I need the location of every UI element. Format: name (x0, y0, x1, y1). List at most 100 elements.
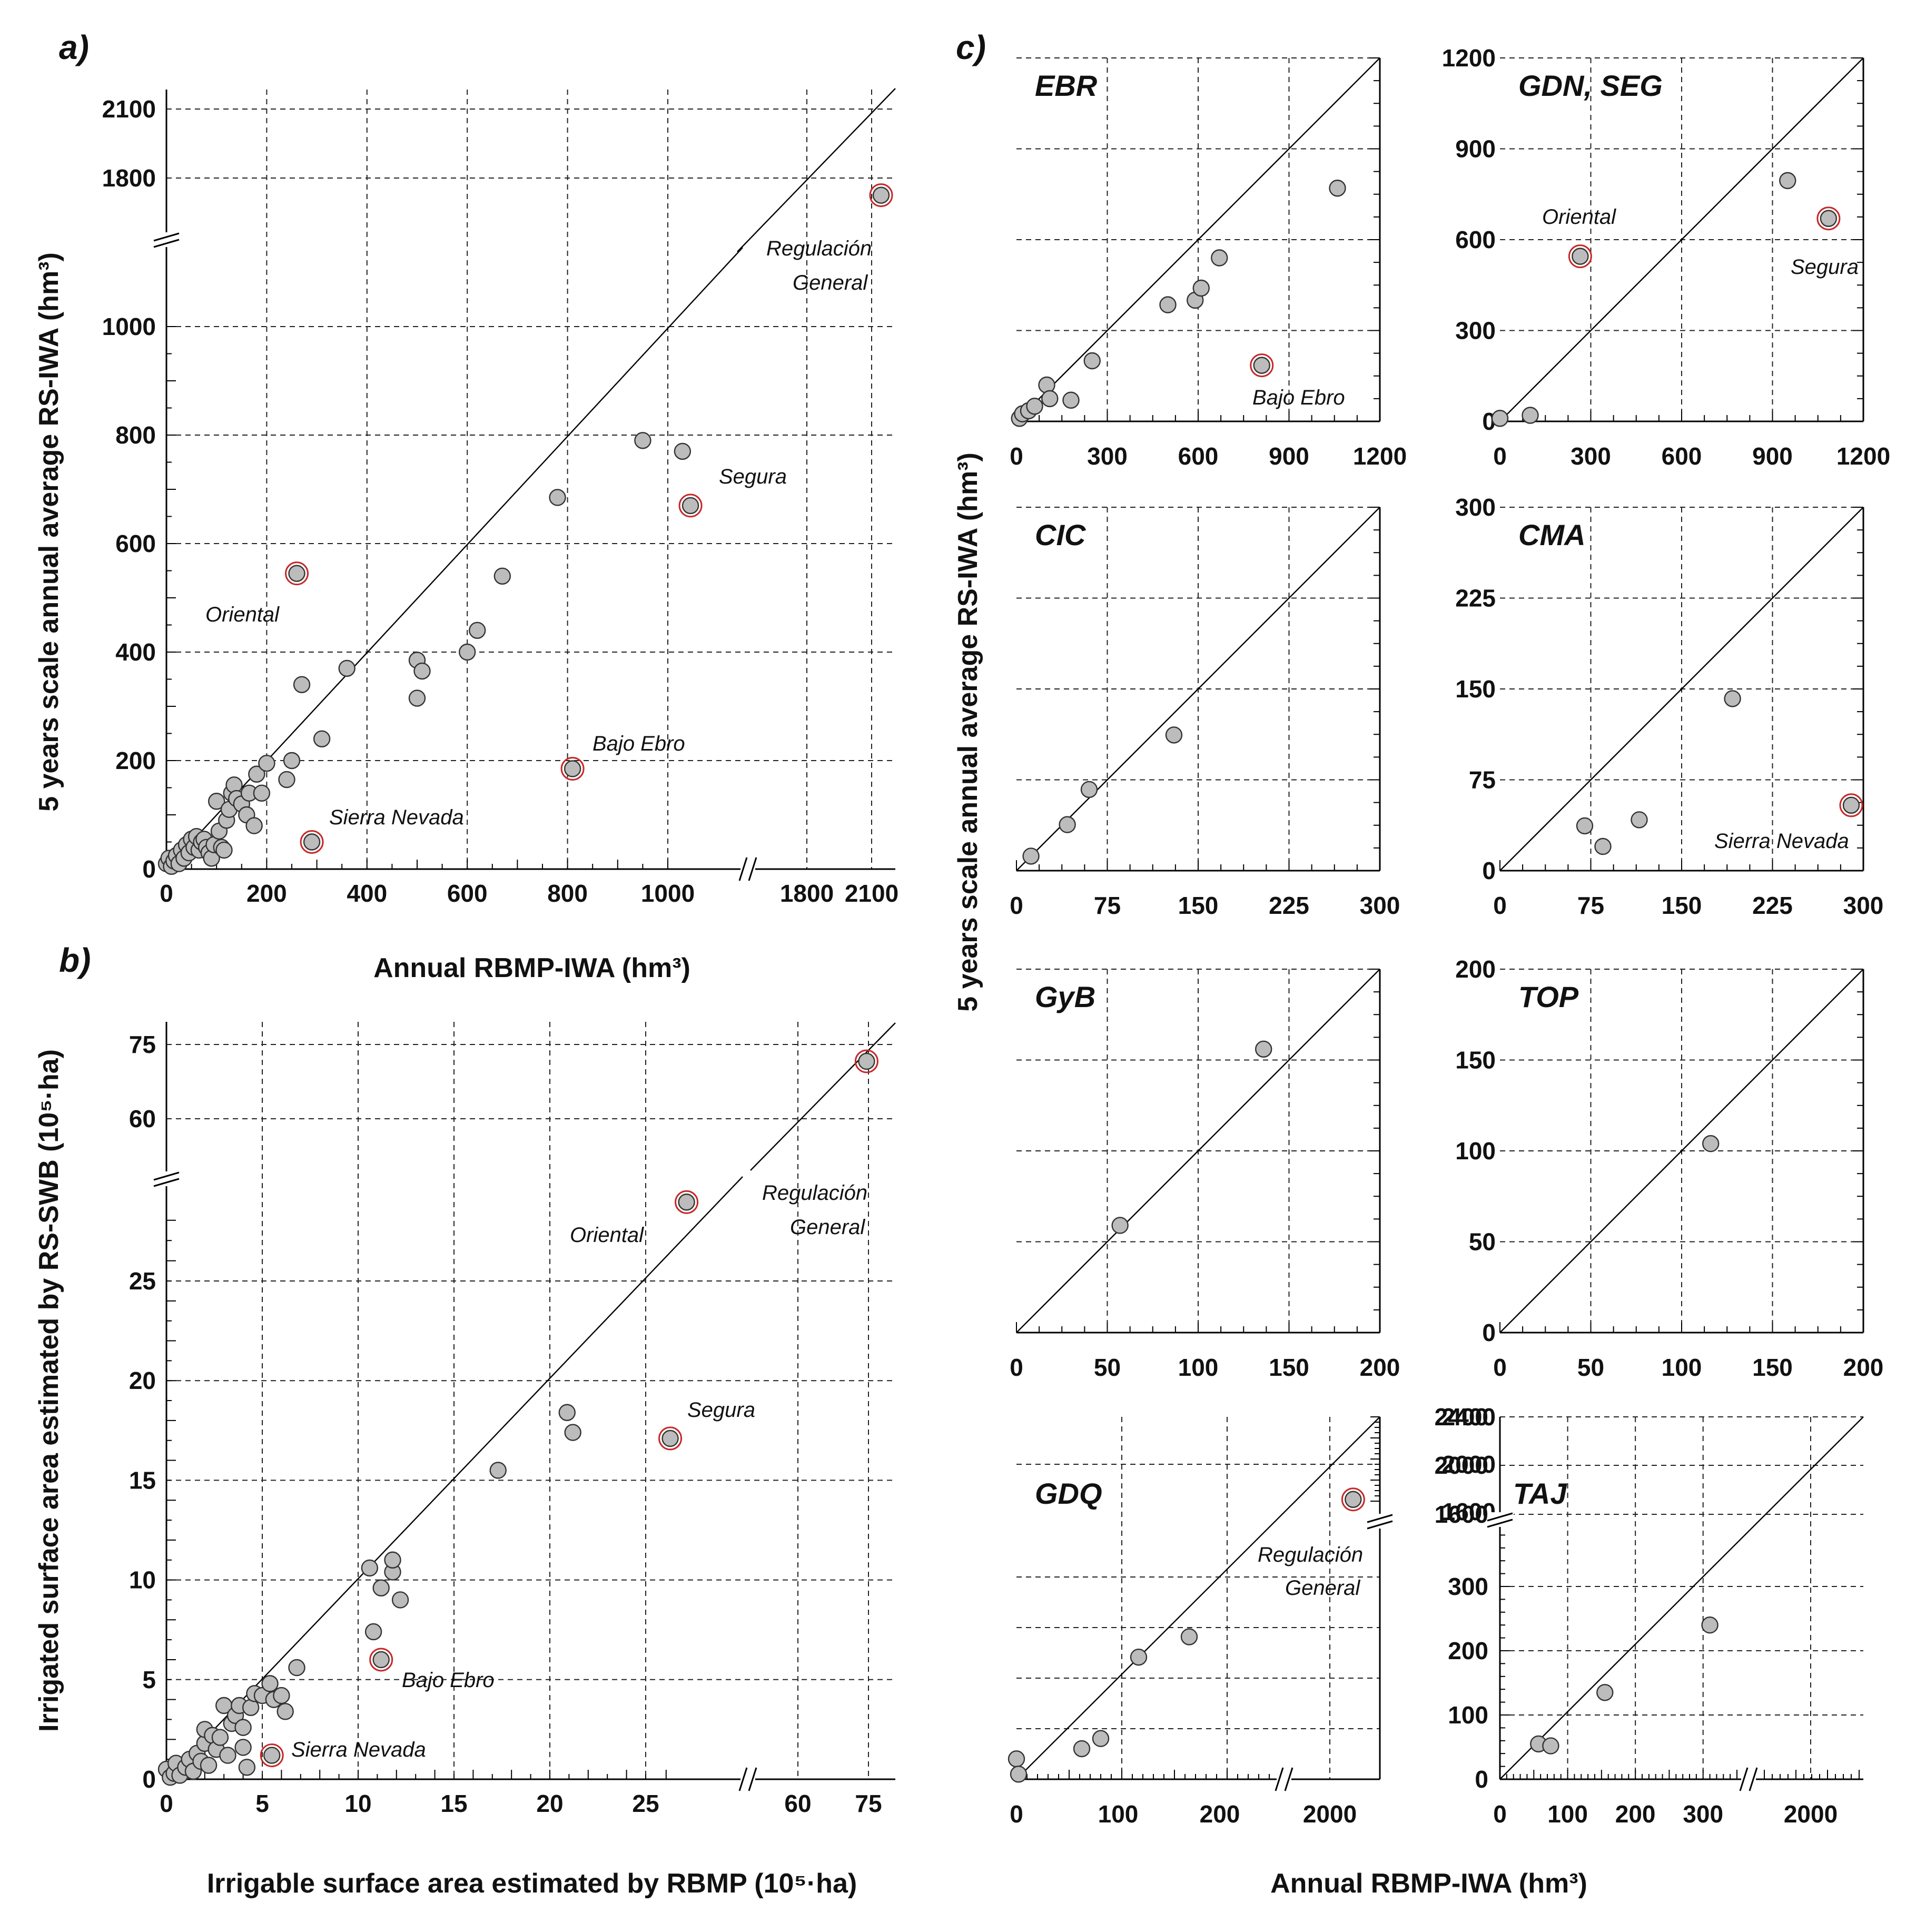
pc-cic-reference-line (1016, 507, 1380, 871)
pc-top: TOP 0 50 100 150 200 (1493, 969, 1883, 1381)
pc-gdq-point-5 (1130, 1648, 1148, 1666)
pa-x-tick-label-1800: 1800 (780, 880, 834, 907)
pc-ebr-highlight-bajo-ebro (1253, 357, 1270, 374)
annotation-sierra-nevada-b: Sierra Nevada (291, 1738, 426, 1761)
pc-cic-x-tick-label-150: 150 (1178, 892, 1219, 919)
pc-gdn-seg-x-tick-label-300: 300 (1571, 442, 1611, 470)
pc-gdn-seg-point-2 (1522, 407, 1539, 424)
pc-ebr-point-11 (1192, 279, 1210, 297)
pa-point-35 (253, 784, 271, 802)
annotation-segura-c: Segura (1791, 255, 1859, 279)
annotation-general-a: General (793, 271, 868, 294)
pc-gdn-seg-highlight-oriental (1572, 248, 1589, 265)
pc-taj-y-tick-label-1600: 1600 (1435, 1501, 1488, 1528)
pc-cic-point-2 (1059, 816, 1076, 833)
pa-point-44 (413, 662, 431, 680)
pb-point-18 (219, 1747, 236, 1764)
pc-gdn-seg-x-tick-label-1200: 1200 (1836, 442, 1890, 470)
pc-gyb-y-tick-label-200: 200 (1455, 955, 1496, 983)
pc-ebr-x-tick-label-300: 300 (1087, 442, 1128, 470)
panel-b-reference-line-upper (750, 1022, 896, 1171)
pb-x-tick-label-10: 10 (344, 1790, 371, 1817)
pb-y-tick-label-25: 25 (129, 1267, 156, 1295)
pc-gdn-seg-point-3 (1779, 172, 1796, 190)
pc-gyb-x-tick-label-50: 50 (1094, 1354, 1121, 1381)
pc-cma-point-3 (1631, 811, 1648, 829)
pc-cic-point-3 (1080, 781, 1098, 799)
pb-x-tick-label-20: 20 (536, 1790, 563, 1817)
panel-a-grid (166, 90, 895, 869)
pc-taj-y-axis-break (1486, 1512, 1514, 1528)
panel-c-subplots: EBR 0 300 600 900 1200 0 300 600 900 1200 GDN, SEG 0… (1008, 44, 1890, 1828)
pa-point-47 (493, 567, 511, 585)
pc-cic: CIC 0 75 150 225 300 0 75 150 225 300 (1010, 494, 1496, 919)
pb-y-tick-label-0: 0 (142, 1766, 156, 1793)
pc-gyb-reference-line (1016, 969, 1380, 1333)
pa-y-tick-label-200: 200 (115, 747, 156, 774)
pb-y-tick-label-20: 20 (129, 1367, 156, 1394)
pa-y-tick-label-600: 600 (115, 530, 156, 557)
pa-y-axis-break (153, 232, 180, 248)
pb-x-tick-label-0: 0 (160, 1790, 173, 1817)
pc-cic-y-tick-label-0: 0 (1482, 857, 1496, 884)
pc-gdq-point-2 (1010, 1766, 1028, 1783)
pa-highlight-oriental (288, 565, 305, 582)
pb-point-24 (238, 1759, 256, 1776)
panel-a-tick-labels: 0 200 400 600 800 1000 1800 2100 0 200 400 600 800 10… (102, 95, 899, 907)
pa-highlight-ring-oriental (285, 561, 309, 586)
pa-x-tick-label-400: 400 (347, 880, 387, 907)
pa-y-tick-label-400: 400 (115, 638, 156, 666)
panel-b-tick-labels: 0 5 10 15 20 25 60 75 0 5 10 15 20 25 60 75 (129, 1031, 882, 1817)
pa-x-tick-label-800: 800 (547, 880, 588, 907)
pb-point-13 (200, 1757, 218, 1774)
pb-x-tick-label-75: 75 (855, 1790, 882, 1817)
pc-ebr-y-tick-label-600: 600 (1455, 226, 1496, 253)
pa-y-tick-label-1800: 1800 (102, 164, 156, 192)
annotation-bajo-ebro-c: Bajo Ebro (1252, 386, 1345, 409)
panel-b-grid (166, 1022, 895, 1779)
pa-point-36 (258, 754, 275, 772)
pa-point-39 (293, 676, 311, 694)
pc-gyb-y-tick-label-0: 0 (1482, 1319, 1496, 1346)
pa-highlight-ring-segura (678, 494, 703, 518)
pc-taj-x-tick-label-0: 0 (1493, 1800, 1507, 1828)
pb-point-39 (489, 1462, 507, 1479)
pb-y-tick-label-15: 15 (129, 1466, 156, 1494)
pc-cic-y-tick-label-225: 225 (1455, 585, 1496, 612)
pa-x-tick-label-2100: 2100 (845, 880, 898, 907)
pc-cic-y-tick-label-300: 300 (1455, 494, 1496, 521)
pc-gdn-seg-reference-line (1499, 57, 1864, 422)
pc-ebr-highlight-ring-bajo-ebro (1250, 353, 1274, 378)
pa-x-tick-label-1000: 1000 (641, 880, 695, 907)
pc-cic-title: CIC (1035, 518, 1087, 551)
panel-c-label: c) (956, 28, 986, 66)
pc-gdn-seg-highlight-segura (1820, 210, 1838, 227)
panel-b-reference-line (166, 1176, 743, 1780)
pc-taj-y-tick-label-300: 300 (1448, 1573, 1488, 1600)
pa-highlight-ring-regulaci-n-general (869, 183, 893, 208)
pc-cma-x-tick-label-75: 75 (1577, 892, 1604, 919)
pc-ebr-x-tick-label-600: 600 (1178, 442, 1219, 470)
pc-top-title: TOP (1518, 980, 1579, 1013)
pb-y-axis-break (153, 1171, 180, 1187)
pa-y-tick-label-1000: 1000 (102, 313, 156, 340)
panel-c-ylabel: 5 years scale annual average RS-IWA (hm³… (953, 452, 983, 1012)
pa-point-21 (208, 793, 225, 810)
pa-point-40 (313, 730, 331, 748)
pb-point-32 (288, 1659, 305, 1677)
pc-gyb-x-tick-label-150: 150 (1269, 1354, 1309, 1381)
pb-point-30 (273, 1687, 290, 1704)
pc-taj-reference-line (1499, 1416, 1864, 1780)
pc-ebr-point-13 (1329, 180, 1346, 197)
pa-highlight-sierra-nevada (303, 833, 321, 851)
pc-cic-x-tick-label-0: 0 (1010, 892, 1023, 919)
pb-highlight-ring-oriental (675, 1190, 699, 1214)
pc-gdn-seg-point-1 (1491, 410, 1509, 427)
pb-highlight-ring-bajo-ebro (369, 1648, 393, 1672)
pc-ebr-y-tick-label-900: 900 (1455, 135, 1496, 163)
pc-gyb: GyB 0 50 100 150 200 0 50 100 150 200 (1010, 955, 1496, 1381)
pa-point-24 (215, 841, 233, 859)
pc-cma-point-2 (1594, 837, 1612, 855)
